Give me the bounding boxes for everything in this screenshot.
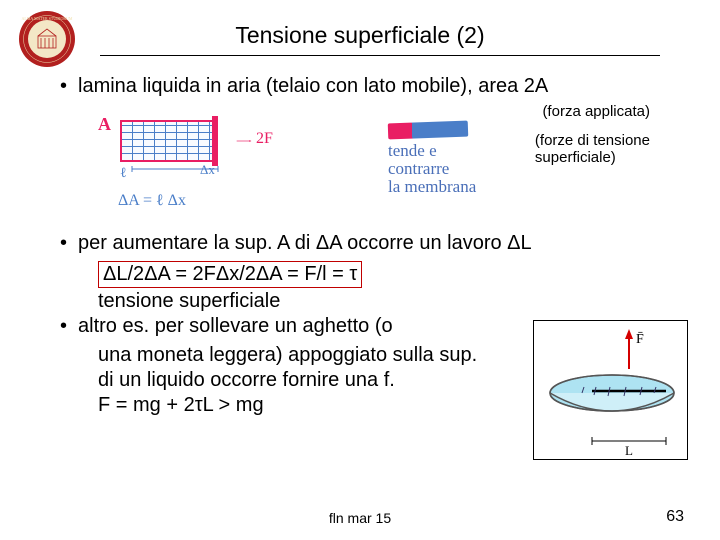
dish-label-F: F̄ bbox=[636, 331, 644, 347]
slide: ALMA MATER STUDIORUM Tensione superficia… bbox=[0, 0, 720, 540]
annotation-block: (forza applicata) (forze di tensione sup… bbox=[98, 103, 680, 213]
annotation-forze-tensione-l1: (forze di tensione bbox=[535, 132, 650, 149]
bullet-3-line-1: altro es. per sollevare un aghetto (o bbox=[78, 315, 393, 337]
bullet-2: per aumentare la sup. A di ΔA occorre un… bbox=[60, 231, 680, 256]
dish-label-L: L bbox=[625, 443, 633, 458]
slide-title: Tensione superficiale (2) bbox=[40, 18, 680, 55]
title-underline bbox=[100, 55, 660, 56]
footer-text: fln mar 15 bbox=[0, 510, 720, 526]
dish-figure: F̄ L bbox=[533, 320, 688, 460]
annotation-forze-tensione-l2: superficiale) bbox=[535, 149, 616, 166]
bullet-2-boxed-row: ΔL/2ΔA = 2FΔx/2ΔA = F/l = τ bbox=[98, 260, 680, 289]
annotation-forza-applicata: (forza applicata) bbox=[542, 103, 650, 120]
bullet-1: lamina liquida in aria (telaio con lato … bbox=[60, 74, 680, 99]
bullet-2-line-3: tensione superficiale bbox=[98, 289, 680, 314]
bullet-2-line-1: per aumentare la sup. A di ΔA occorre un… bbox=[78, 232, 532, 254]
svg-text:ALMA MATER STUDIORUM: ALMA MATER STUDIORUM bbox=[22, 16, 73, 21]
boxed-formula: ΔL/2ΔA = 2FΔx/2ΔA = F/l = τ bbox=[98, 261, 362, 288]
page-number: 63 bbox=[666, 508, 684, 526]
university-seal-logo: ALMA MATER STUDIORUM bbox=[18, 10, 76, 68]
annotation-forze-tensione: (forze di tensione superficiale) bbox=[535, 133, 650, 166]
